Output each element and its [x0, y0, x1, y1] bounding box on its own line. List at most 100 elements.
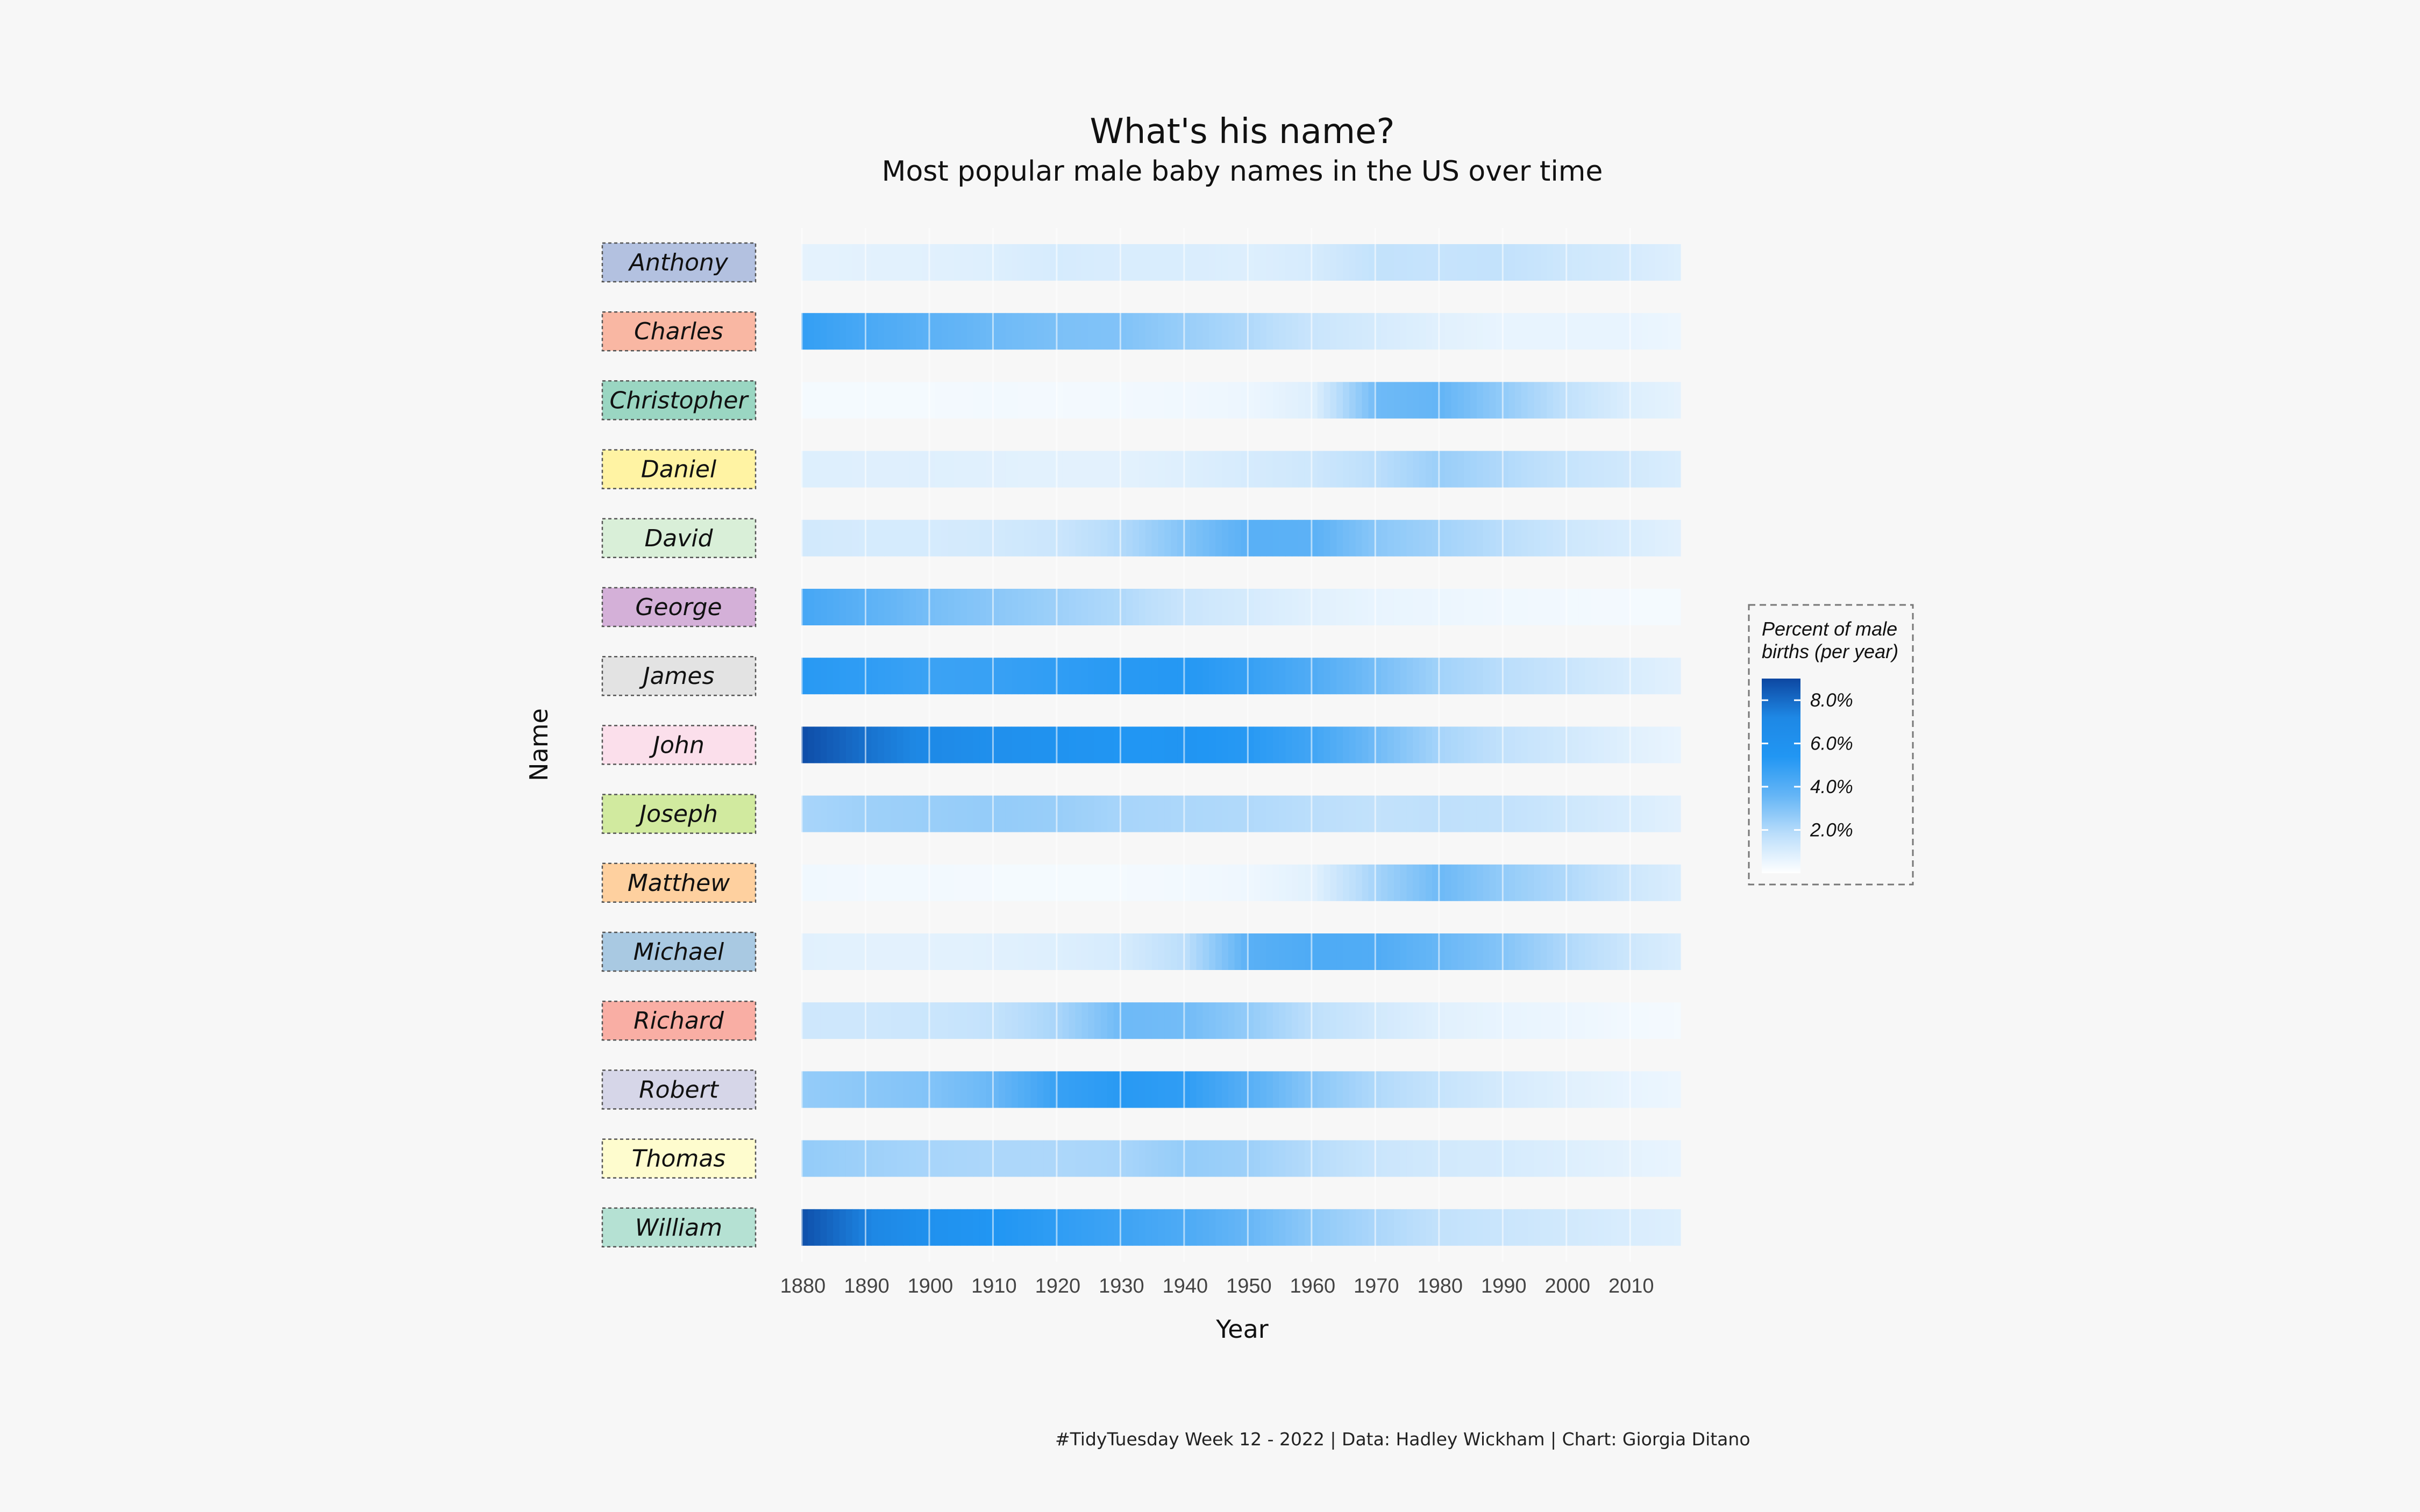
heatmap-cell	[1426, 658, 1433, 695]
name-label-daniel: Daniel	[601, 449, 757, 489]
heatmap-cell	[1464, 726, 1471, 764]
heatmap-cell	[1254, 244, 1261, 281]
heatmap-cell	[1126, 244, 1133, 281]
heatmap-cell	[1056, 519, 1063, 557]
heatmap-cell	[1648, 933, 1656, 970]
heatmap-cell	[1610, 519, 1618, 557]
heatmap-cell	[1100, 1071, 1108, 1108]
heatmap-cell	[896, 519, 904, 557]
heatmap-cell	[1247, 864, 1254, 901]
heatmap-cell	[1151, 864, 1159, 901]
heatmap-cell	[1464, 382, 1471, 419]
heatmap-cell	[1011, 1140, 1019, 1177]
heatmap-row-john	[801, 726, 1681, 764]
heatmap-cell	[1636, 451, 1643, 488]
heatmap-cell	[1298, 864, 1305, 901]
heatmap-cell	[1419, 589, 1426, 625]
heatmap-cell	[1451, 1071, 1458, 1108]
heatmap-row-richard	[801, 1002, 1681, 1039]
heatmap-cell	[1113, 726, 1120, 764]
heatmap-cell	[1088, 589, 1095, 625]
heatmap-cell	[1030, 519, 1037, 557]
heatmap-cell	[1381, 795, 1388, 832]
heatmap-cell	[1138, 933, 1146, 970]
heatmap-cell	[928, 1002, 936, 1039]
heatmap-cell	[871, 1002, 878, 1039]
heatmap-cell	[1476, 244, 1484, 281]
heatmap-cell	[1355, 658, 1363, 695]
heatmap-cell	[1062, 1071, 1070, 1108]
heatmap-cell	[1642, 1002, 1649, 1039]
heatmap-cell	[839, 1071, 846, 1108]
heatmap-cell	[1017, 795, 1025, 832]
heatmap-cell	[1426, 1209, 1433, 1246]
heatmap-cell	[858, 451, 866, 488]
heatmap-cell	[1432, 451, 1439, 488]
heatmap-cell	[1304, 382, 1312, 419]
name-label-text: Joseph	[635, 801, 718, 828]
heatmap-cell	[903, 589, 910, 625]
heatmap-cell	[801, 1209, 808, 1246]
heatmap-cell	[986, 933, 993, 970]
heatmap-cell	[1508, 658, 1515, 695]
heatmap-cell	[1476, 382, 1484, 419]
heatmap-cell	[1387, 658, 1394, 695]
heatmap-cell	[1559, 795, 1567, 832]
heatmap-cell	[1674, 313, 1681, 350]
heatmap-cell	[1489, 864, 1497, 901]
heatmap-cell	[1138, 1002, 1146, 1039]
heatmap-cell	[1254, 726, 1261, 764]
heatmap-cell	[1081, 864, 1088, 901]
heatmap-cell	[1470, 382, 1477, 419]
heatmap-cell	[1215, 451, 1222, 488]
heatmap-cell	[1279, 1071, 1286, 1108]
heatmap-cell	[1081, 589, 1088, 625]
heatmap-cell	[833, 589, 840, 625]
heatmap-cell	[1241, 726, 1248, 764]
heatmap-cell	[1636, 726, 1643, 764]
heatmap-cell	[1591, 726, 1598, 764]
heatmap-cell	[1489, 726, 1497, 764]
heatmap-cell	[903, 726, 910, 764]
heatmap-cell	[1323, 1071, 1330, 1108]
heatmap-cell	[1464, 1002, 1471, 1039]
heatmap-cell	[1489, 1140, 1497, 1177]
heatmap-cell	[1457, 1209, 1464, 1246]
heatmap-cell	[973, 1140, 980, 1177]
heatmap-cell	[1597, 382, 1605, 419]
heatmap-cell	[1508, 726, 1515, 764]
heatmap-cell	[878, 451, 885, 488]
heatmap-cell	[858, 1209, 866, 1246]
heatmap-cell	[1629, 244, 1636, 281]
heatmap-cell	[909, 1071, 916, 1108]
heatmap-cell	[1323, 864, 1330, 901]
heatmap-cell	[1171, 864, 1178, 901]
heatmap-cell	[1375, 1002, 1382, 1039]
heatmap-cell	[1610, 1071, 1618, 1108]
heatmap-cell	[1183, 382, 1191, 419]
heatmap-cell	[1202, 933, 1209, 970]
heatmap-cell	[1642, 933, 1649, 970]
heatmap-cell	[1113, 1002, 1120, 1039]
heatmap-cell	[1126, 658, 1133, 695]
heatmap-cell	[1419, 382, 1426, 419]
heatmap-cell	[1661, 1002, 1668, 1039]
heatmap-cell	[1062, 1209, 1070, 1246]
heatmap-cell	[1279, 864, 1286, 901]
heatmap-cell	[1362, 1140, 1369, 1177]
heatmap-cell	[1617, 244, 1624, 281]
heatmap-cell	[1260, 1071, 1267, 1108]
heatmap-cell	[903, 795, 910, 832]
heatmap-cell	[973, 451, 980, 488]
heatmap-cell	[1202, 795, 1209, 832]
heatmap-cell	[1272, 1002, 1280, 1039]
heatmap-cell	[941, 589, 949, 625]
heatmap-cell	[1540, 519, 1547, 557]
heatmap-cell	[1521, 795, 1528, 832]
heatmap-cell	[1062, 658, 1070, 695]
heatmap-cell	[1553, 313, 1560, 350]
heatmap-cell	[1375, 933, 1382, 970]
heatmap-cell	[878, 658, 885, 695]
heatmap-cell	[1623, 589, 1630, 625]
heatmap-cell	[1508, 589, 1515, 625]
